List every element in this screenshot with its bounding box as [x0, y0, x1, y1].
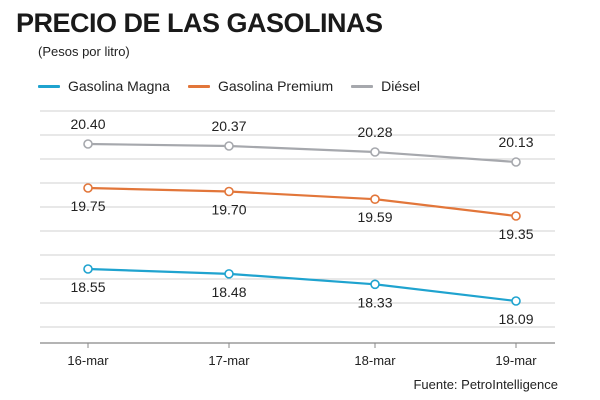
data-point [370, 147, 380, 157]
data-label: 18.55 [70, 279, 105, 295]
data-point [224, 141, 234, 151]
data-label: 20.40 [70, 116, 105, 132]
x-tick-label: 17-mar [208, 353, 250, 368]
legend-item-premium: Gasolina Premium [187, 78, 334, 94]
data-label: 20.37 [211, 118, 246, 134]
series-line [86, 142, 518, 164]
data-label: 19.35 [498, 226, 533, 242]
data-point [511, 157, 521, 167]
legend-label-premium: Gasolina Premium [217, 78, 334, 94]
legend-label-magna: Gasolina Magna [68, 78, 170, 94]
chart-title: PRECIO DE LAS GASOLINAS [16, 8, 383, 38]
data-point [511, 296, 521, 306]
data-point [370, 194, 380, 204]
data-point [83, 183, 93, 193]
data-label: 19.75 [70, 198, 105, 214]
legend-swatch-premium [187, 84, 210, 88]
x-tick-label: 19-mar [495, 353, 537, 368]
chart-subtitle: (Pesos por litro) [38, 44, 130, 59]
data-label: 19.59 [357, 209, 392, 225]
legend-label-diesel: Diésel [381, 78, 421, 94]
series-line [86, 267, 518, 303]
data-label: 20.28 [357, 124, 392, 140]
x-tick-label: 16-mar [67, 353, 109, 368]
chart-legend: Gasolina Magna Gasolina Premium Diésel [38, 78, 438, 94]
data-point [370, 279, 380, 290]
data-point [224, 269, 234, 279]
data-label: 18.09 [498, 311, 533, 327]
legend-swatch-diesel [351, 84, 374, 88]
source-note: Fuente: PetroIntelligence [413, 377, 558, 392]
series-line [86, 186, 518, 218]
data-label: 18.33 [357, 294, 392, 310]
x-tick-label: 18-mar [354, 353, 396, 368]
data-point [224, 186, 234, 197]
legend-item-magna: Gasolina Magna [38, 78, 170, 94]
legend-swatch-magna [38, 84, 60, 88]
data-point [511, 211, 521, 221]
data-label: 19.70 [211, 202, 246, 218]
data-label: 20.13 [498, 134, 533, 150]
data-point [83, 139, 93, 149]
legend-item-diesel: Diésel [351, 78, 420, 94]
data-label: 18.48 [211, 284, 246, 300]
data-point [83, 264, 93, 274]
